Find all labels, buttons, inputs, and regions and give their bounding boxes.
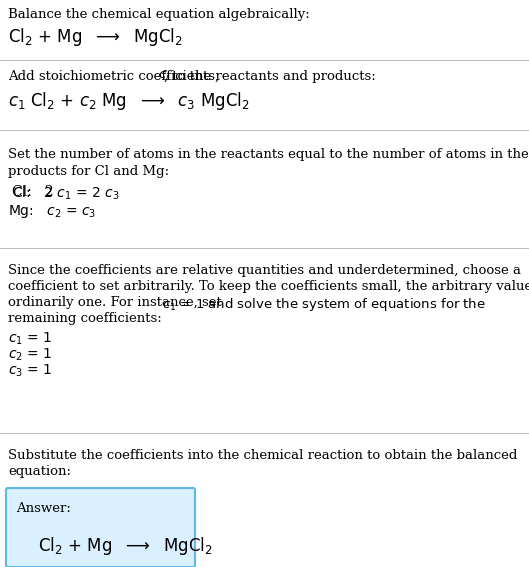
Text: , to the reactants and products:: , to the reactants and products: xyxy=(164,70,376,83)
Text: Cl:   2 $c_1$ = 2 $c_3$: Cl: 2 $c_1$ = 2 $c_3$ xyxy=(12,185,120,202)
Text: Answer:: Answer: xyxy=(16,502,71,515)
Text: ordinarily one. For instance, set: ordinarily one. For instance, set xyxy=(8,296,226,309)
Text: Set the number of atoms in the reactants equal to the number of atoms in the: Set the number of atoms in the reactants… xyxy=(8,148,529,161)
Text: $c_1$ = 1 and solve the system of equations for the: $c_1$ = 1 and solve the system of equati… xyxy=(162,296,486,313)
Text: Since the coefficients are relative quantities and underdetermined, choose a: Since the coefficients are relative quan… xyxy=(8,264,521,277)
Text: coefficient to set arbitrarily. To keep the coefficients small, the arbitrary va: coefficient to set arbitrarily. To keep … xyxy=(8,280,529,293)
Text: $c_i$: $c_i$ xyxy=(159,70,170,83)
Text: Mg:   $c_2$ = $c_3$: Mg: $c_2$ = $c_3$ xyxy=(8,203,96,220)
Text: $\mathrm{Cl_2}$ + Mg  $\longrightarrow$  $\mathrm{MgCl_2}$: $\mathrm{Cl_2}$ + Mg $\longrightarrow$ $… xyxy=(38,535,213,557)
Text: remaining coefficients:: remaining coefficients: xyxy=(8,312,162,325)
Text: Balance the chemical equation algebraically:: Balance the chemical equation algebraica… xyxy=(8,8,310,21)
Text: equation:: equation: xyxy=(8,465,71,478)
Text: Add stoichiometric coefficients,: Add stoichiometric coefficients, xyxy=(8,70,223,83)
Text: $\mathrm{Cl_2}$ + Mg  $\longrightarrow$  $\mathrm{MgCl_2}$: $\mathrm{Cl_2}$ + Mg $\longrightarrow$ $… xyxy=(8,26,183,48)
Text: $c_3$ = 1: $c_3$ = 1 xyxy=(8,363,52,379)
Text: $c_2$ = 1: $c_2$ = 1 xyxy=(8,347,52,363)
Text: Cl:   2: Cl: 2 xyxy=(12,185,58,199)
Text: products for Cl and Mg:: products for Cl and Mg: xyxy=(8,165,169,178)
Text: $c_1$ = 1: $c_1$ = 1 xyxy=(8,331,52,348)
Text: $c_1$ $\mathrm{Cl_2}$ + $c_2$ Mg  $\longrightarrow$  $c_3$ $\mathrm{MgCl_2}$: $c_1$ $\mathrm{Cl_2}$ + $c_2$ Mg $\longr… xyxy=(8,90,250,112)
FancyBboxPatch shape xyxy=(6,488,195,567)
Text: Substitute the coefficients into the chemical reaction to obtain the balanced: Substitute the coefficients into the che… xyxy=(8,449,517,462)
